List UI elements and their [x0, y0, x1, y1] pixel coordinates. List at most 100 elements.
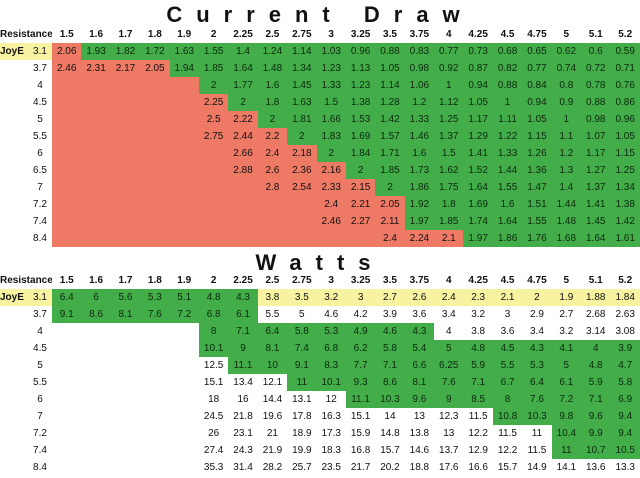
watts-cell: 2.9 [522, 306, 552, 323]
watts-cell: 3.14 [581, 323, 611, 340]
watts-cell: 10.1 [198, 340, 229, 357]
watts-resistance-col-10: 3.25 [350, 275, 371, 286]
current-cell: 1.51 [522, 196, 552, 213]
current-cell: 1.17 [581, 145, 611, 162]
current-cell: 0.82 [492, 60, 523, 77]
current-cell [110, 94, 141, 111]
watts-cell [81, 425, 111, 442]
current-cell: 1.94 [169, 60, 199, 77]
current-row-voltage: 4.5 [33, 97, 47, 108]
watts-cell: 13 [404, 408, 435, 425]
watts-resistance-col-11: 3.5 [383, 275, 397, 286]
watts-cell: 7.1 [581, 391, 611, 408]
watts-resistance-header: Resistance [0, 275, 52, 286]
watts-resistance-col-0: 1.5 [59, 275, 74, 286]
current-cell: 2.24 [404, 230, 435, 247]
watts-cell: 3 [345, 289, 376, 306]
current-cell: 2.8 [257, 179, 288, 196]
current-cell: 1 [492, 94, 523, 111]
watts-cell: 14.8 [375, 425, 405, 442]
watts-resistance-col-3: 1.8 [147, 275, 162, 286]
watts-cell [52, 408, 82, 425]
current-cell: 2.1 [434, 230, 464, 247]
current-cell: 2 [375, 179, 405, 196]
current-cell: 1.4 [551, 179, 582, 196]
current-cell: 2.36 [287, 162, 317, 179]
watts-cell: 3.2 [463, 306, 493, 323]
current-cell: 2.31 [81, 60, 111, 77]
watts-cell: 7.1 [228, 323, 258, 340]
current-resistance-col-17: 5 [563, 29, 570, 40]
current-cell: 1.68 [551, 230, 582, 247]
watts-cell [140, 357, 170, 374]
watts-cell: 6.9 [610, 391, 640, 408]
current-cell [198, 162, 229, 179]
watts-cell [110, 323, 141, 340]
current-resistance-col-14: 4.25 [468, 29, 488, 40]
watts-cell [81, 442, 111, 459]
current-row-label [0, 230, 28, 247]
watts-cell: 14.6 [404, 442, 435, 459]
watts-cell: 9.6 [404, 391, 435, 408]
current-cell [140, 111, 170, 128]
watts-cell: 7.7 [345, 357, 376, 374]
watts-cell: 17.3 [316, 425, 346, 442]
current-resistance-col-9: 3 [328, 29, 334, 40]
watts-cell: 35.3 [198, 459, 229, 476]
current-cell: 1.5 [434, 145, 464, 162]
watts-cell: 9.1 [287, 357, 317, 374]
watts-cell: 2 [522, 289, 552, 306]
current-cell: 0.84 [522, 77, 552, 94]
current-cell [198, 179, 229, 196]
current-cell [110, 145, 141, 162]
watts-cell: 5.6 [110, 289, 141, 306]
current-cell: 1.24 [257, 43, 288, 60]
watts-resistance-col-13: 4 [445, 275, 452, 286]
current-cell: 1.81 [287, 111, 317, 128]
watts-row: 4.5 10.1 9 8.1 7.4 6.8 6.2 5.8 5.4 5 4.8 4.5 4.3 4.1 4… [0, 340, 640, 357]
watts-cell: 31.4 [228, 459, 258, 476]
watts-cell: 4.6 [316, 306, 346, 323]
watts-cell [169, 340, 199, 357]
watts-cell: 6 [81, 289, 111, 306]
watts-row-voltage: 6 [37, 394, 43, 405]
current-cell: 1.2 [551, 145, 582, 162]
watts-cell: 9.8 [551, 408, 582, 425]
current-cell [140, 94, 170, 111]
current-row-label [0, 213, 28, 230]
watts-row-voltage: 7.2 [33, 428, 47, 439]
current-row-label [0, 145, 28, 162]
watts-cell: 10.8 [492, 408, 523, 425]
watts-row: 8.4 35.3 31.4 28.2 25.7 23.5 21.7 20.2 18.8 17.6 1… [0, 459, 640, 476]
current-cell [169, 77, 199, 94]
watts-cell: 12 [316, 391, 346, 408]
current-cell: 0.8 [551, 77, 582, 94]
watts-cell: 15.1 [345, 408, 376, 425]
watts-cell: 4.1 [551, 340, 582, 357]
current-cell [81, 162, 111, 179]
watts-table: Resistance 1.5 1.6 1.7 1.8 1.9 2 2.25 2.5 2.75 3 3.… [0, 272, 640, 476]
watts-cell: 4.3 [522, 340, 552, 357]
current-cell [140, 128, 170, 145]
watts-cell: 12.1 [257, 374, 288, 391]
watts-cell: 6.25 [434, 357, 464, 374]
current-cell: 2.16 [316, 162, 346, 179]
watts-cell: 2.4 [434, 289, 464, 306]
watts-cell: 5.4 [404, 340, 435, 357]
current-cell: 2.4 [375, 230, 405, 247]
current-cell [228, 213, 258, 230]
current-cell: 1.44 [551, 196, 582, 213]
current-cell [81, 179, 111, 196]
current-cell: 1.62 [434, 162, 464, 179]
watts-resistance-col-1: 1.6 [89, 275, 104, 286]
watts-cell: 5.9 [463, 357, 493, 374]
current-cell: 1.85 [434, 213, 464, 230]
current-resistance-col-11: 3.5 [383, 29, 397, 40]
current-cell: 1.15 [522, 128, 552, 145]
current-resistance-header: Resistance [0, 29, 52, 40]
watts-cell: 12.9 [463, 442, 493, 459]
current-row-label [0, 111, 28, 128]
watts-cell: 14.4 [257, 391, 288, 408]
watts-cell: 4.8 [198, 289, 229, 306]
watts-resistance-col-4: 1.9 [177, 275, 192, 286]
